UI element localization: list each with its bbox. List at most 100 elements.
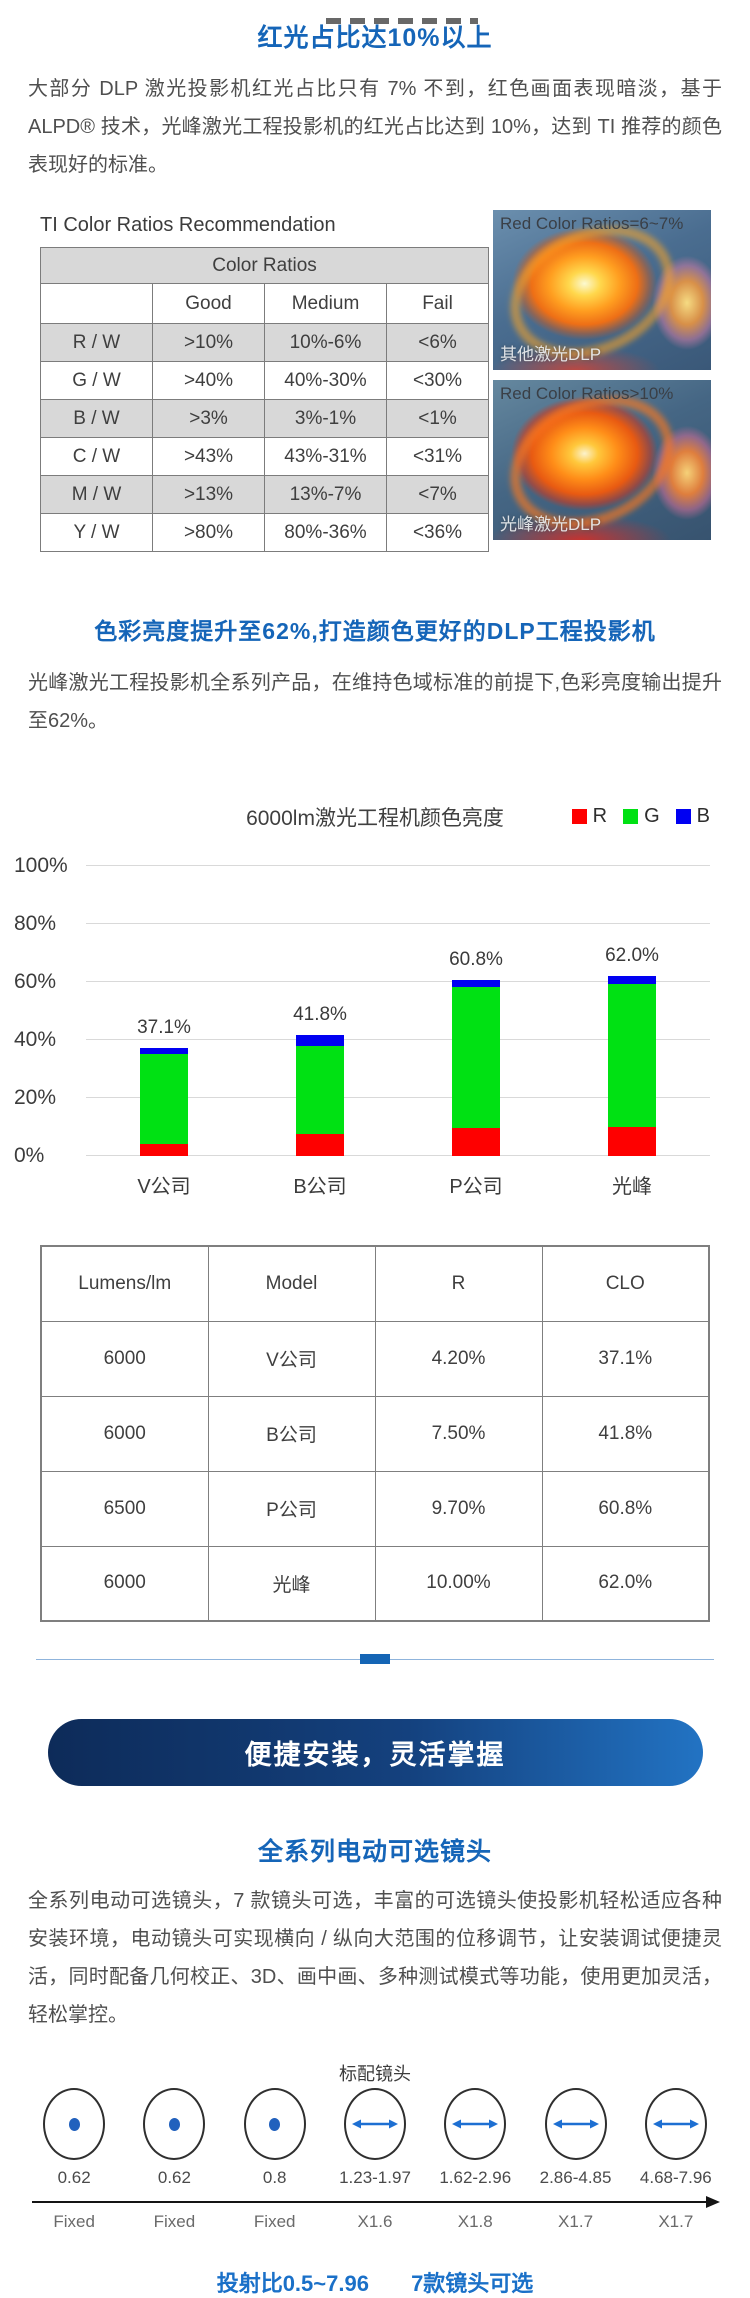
table-row: B / W >3% 3%-1% <1% bbox=[40, 399, 490, 438]
cell-model: 光峰 bbox=[207, 1545, 376, 1622]
cell-fail: <6% bbox=[385, 323, 490, 362]
legend-label: G bbox=[644, 805, 660, 827]
install-banner-button[interactable]: 便捷安装，灵活掌握 bbox=[47, 1719, 703, 1786]
col-header-clo: CLO bbox=[541, 1245, 710, 1322]
cell-r: 10.00% bbox=[374, 1545, 543, 1622]
legend-swatch-icon bbox=[623, 809, 639, 824]
bar-P公司: 60.8% bbox=[449, 866, 503, 1156]
lens-circle-icon bbox=[43, 2088, 106, 2160]
cell-medium: 80%-36% bbox=[264, 513, 387, 552]
cell-medium: 13%-7% bbox=[264, 475, 387, 514]
bar-segment-G bbox=[608, 984, 656, 1127]
table-row: 6000 光峰 10.00% 62.0% bbox=[40, 1545, 710, 1622]
x-axis-category-label: B公司 bbox=[293, 1176, 347, 1198]
section-title-red-ratio: 红光占比达10%以上 bbox=[257, 24, 493, 52]
cell-r: 9.70% bbox=[374, 1470, 543, 1547]
table-header-row: Lumens/lm Model R CLO bbox=[40, 1245, 710, 1322]
bar-total-label: 62.0% bbox=[605, 945, 659, 967]
table-row: 6000 V公司 4.20% 37.1% bbox=[40, 1320, 710, 1397]
lens-dot-icon bbox=[269, 2117, 281, 2131]
bar-segment-B bbox=[608, 976, 656, 985]
lens-zoom-label: Fixed bbox=[53, 2212, 95, 2231]
legend-swatch-icon bbox=[571, 809, 587, 824]
clo-paragraph: 光峰激光工程投影机全系列产品，在维持色域标准的前提下,色彩亮度输出提升至62%。 bbox=[28, 672, 722, 732]
lens-throw-ratio: 2.86-4.85 bbox=[539, 2168, 612, 2187]
cell-fail: <30% bbox=[385, 361, 490, 400]
cell-lumens: 6000 bbox=[40, 1395, 209, 1472]
table-row: 6500 P公司 9.70% 60.8% bbox=[40, 1470, 710, 1547]
row-label: B / W bbox=[40, 399, 153, 438]
cell-lumens: 6500 bbox=[40, 1470, 209, 1547]
lens-item: 1.62-2.96 bbox=[425, 2060, 525, 2192]
cell-good: >40% bbox=[152, 361, 265, 400]
table-row: 6000 B公司 7.50% 41.8% bbox=[40, 1395, 710, 1472]
gridline bbox=[86, 923, 710, 924]
row-label: C / W bbox=[40, 437, 153, 476]
cell-model: B公司 bbox=[207, 1395, 376, 1472]
legend-label: R bbox=[592, 805, 608, 827]
bar-B公司: 41.8% bbox=[293, 866, 347, 1156]
cell-clo: 60.8% bbox=[541, 1470, 710, 1547]
row-label: R / W bbox=[40, 323, 153, 362]
y-axis-tick-label: 40% bbox=[14, 1028, 57, 1051]
cell-model: V公司 bbox=[207, 1320, 376, 1397]
cell-good: >80% bbox=[152, 513, 265, 552]
lens-shift-arrow-icon bbox=[552, 2119, 599, 2129]
clo-data-table: Lumens/lm Model R CLO 6000 V公司 4.20% 37.… bbox=[40, 1245, 710, 1622]
table-row: R / W >10% 10%-6% <6% bbox=[40, 323, 490, 362]
lens-zoom-label: Fixed bbox=[153, 2212, 196, 2231]
lens-circle-icon bbox=[444, 2088, 507, 2160]
x-axis-category-label: 光峰 bbox=[612, 1176, 652, 1198]
table-row: G / W >40% 40%-30% <30% bbox=[40, 361, 490, 400]
gridline bbox=[86, 1155, 710, 1156]
throw-ratio-axis-arrow bbox=[32, 2196, 720, 2208]
y-axis-tick-label: 80% bbox=[14, 912, 57, 935]
lens-throw-ratio: 1.62-2.96 bbox=[439, 2168, 512, 2187]
lens-item-standard: 标配镜头 1.23-1.97 bbox=[325, 2060, 425, 2192]
section-title-clo: 色彩亮度提升至62%,打造颜色更好的DLP工程投影机 bbox=[94, 618, 656, 644]
lens-circle-icon bbox=[644, 2088, 707, 2160]
gridline bbox=[86, 981, 710, 982]
bar-segment-B bbox=[140, 1048, 188, 1054]
lens-zoom-label: Fixed bbox=[253, 2212, 296, 2231]
lens-throw-ratio: 4.68-7.96 bbox=[639, 2168, 712, 2187]
cell-fail: <31% bbox=[385, 437, 490, 476]
red-ratio-paragraph: 大部分 DLP 激光投影机红光占比只有 7% 不到，红色画面表现暗淡，基于 AL… bbox=[28, 78, 722, 176]
x-axis-category-label: P公司 bbox=[449, 1176, 503, 1198]
row-label: M / W bbox=[40, 475, 153, 514]
axis-shaft bbox=[32, 2201, 710, 2203]
cell-good: >3% bbox=[152, 399, 265, 438]
lens-shift-arrow-icon bbox=[652, 2119, 699, 2129]
comparison-photos: Red Color Ratios=6~7% 其他激光DLP Red Color … bbox=[493, 210, 711, 552]
gridline bbox=[86, 1097, 710, 1098]
lens-zoom-label: X1.7 bbox=[658, 2212, 694, 2231]
cell-lumens: 6000 bbox=[40, 1320, 209, 1397]
y-axis-tick-label: 0% bbox=[14, 1144, 45, 1167]
ti-table-title: TI Color Ratios Recommendation bbox=[40, 214, 336, 236]
cell-medium: 43%-31% bbox=[264, 437, 387, 476]
table-row: Y / W >80% 80%-36% <36% bbox=[40, 513, 490, 552]
gridline bbox=[86, 1039, 710, 1040]
gridline bbox=[86, 865, 710, 866]
ti-color-ratios-table: Color Ratios Good Medium Fail R / W >10%… bbox=[39, 247, 490, 552]
cell-good: >43% bbox=[152, 437, 265, 476]
ti-recommendation-block: TI Color Ratios Recommendation Color Rat… bbox=[39, 210, 711, 552]
stacked-bar-chart: 0% 20% 40% 60% 80% 100% 37.1% 41.8% 60.8% 62.0% bbox=[14, 854, 710, 1167]
legend-item-G: G bbox=[623, 805, 660, 828]
cell-clo: 41.8% bbox=[541, 1395, 710, 1472]
axis-arrowhead-icon bbox=[706, 2196, 720, 2208]
y-axis-tick-label: 60% bbox=[14, 970, 57, 993]
bar-segment-B bbox=[452, 979, 500, 988]
bar-total-label: 60.8% bbox=[449, 948, 503, 970]
bar-segment-R bbox=[140, 1143, 188, 1156]
photo-caption-bottom: 其他激光DLP bbox=[500, 345, 602, 364]
lens-dot-icon bbox=[168, 2117, 180, 2131]
standard-lens-label: 标配镜头 bbox=[338, 2064, 411, 2084]
bar-V公司: 37.1% bbox=[137, 866, 191, 1156]
cell-good: >10% bbox=[152, 323, 265, 362]
photo-caption-top: Red Color Ratios>10% bbox=[500, 384, 674, 403]
x-axis-category-label: V公司 bbox=[137, 1176, 191, 1198]
y-axis-tick-label: 20% bbox=[14, 1086, 57, 1109]
throw-ratio-range: 投射比0.5~7.96 bbox=[216, 2271, 369, 2296]
